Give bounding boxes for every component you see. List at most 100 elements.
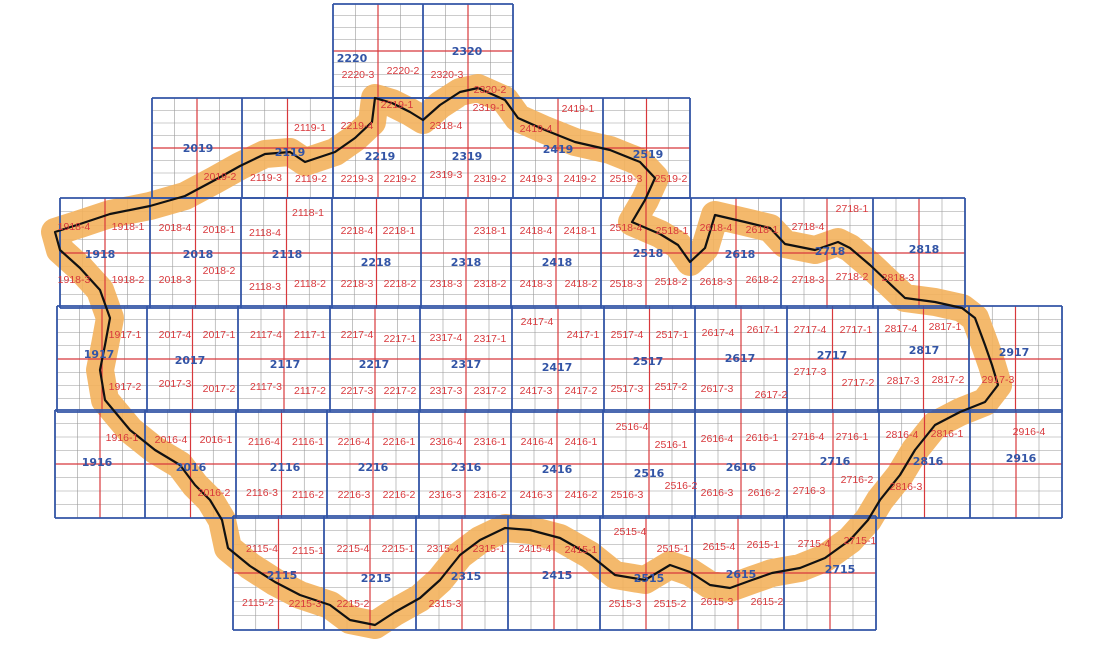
quadrant-label-2419-2: 2419-2: [564, 173, 597, 185]
quadrant-label-2218-2: 2218-2: [384, 278, 417, 290]
quadrant-label-2616-3: 2616-3: [701, 487, 734, 499]
sheet-label-2320: 2320: [452, 45, 483, 58]
quadrant-label-2219-2: 2219-2: [384, 173, 417, 185]
sheet-label-2117: 2117: [270, 358, 301, 371]
quadrant-label-2115-4: 2115-4: [246, 543, 278, 555]
quadrant-label-2718-1: 2718-1: [836, 203, 869, 215]
quadrant-label-2318-3: 2318-3: [430, 278, 463, 290]
sheet-label-2615: 2615: [726, 568, 757, 581]
quadrant-label-2617-1: 2617-1: [747, 324, 780, 336]
sheet-label-2715: 2715: [825, 563, 856, 576]
quadrant-label-2018-2: 2018-2: [203, 265, 236, 277]
sheet-label-2016: 2016: [176, 461, 207, 474]
quadrant-label-2119-3: 2119-3: [250, 172, 282, 184]
quadrant-label-2220-2: 2220-2: [387, 65, 420, 77]
quadrant-label-2215-2: 2215-2: [337, 598, 370, 610]
quadrant-label-2517-4: 2517-4: [611, 329, 644, 341]
quadrant-label-2816-4: 2816-4: [886, 429, 919, 441]
quadrant-label-2219-1: 2219-1: [381, 99, 414, 111]
quadrant-label-2817-1: 2817-1: [929, 321, 962, 333]
quadrant-label-2618-2: 2618-2: [746, 274, 779, 286]
sheet-label-2118: 2118: [272, 248, 303, 261]
sheet-label-2119: 2119: [275, 146, 306, 159]
quadrant-label-2017-3: 2017-3: [159, 378, 192, 390]
quadrant-label-2617-3: 2617-3: [701, 383, 734, 395]
quadrant-label-2119-2: 2119-2: [295, 173, 327, 185]
quadrant-label-2616-2: 2616-2: [748, 487, 781, 499]
quadrant-label-2415-4: 2415-4: [519, 543, 552, 555]
quadrant-label-2220-3: 2220-3: [342, 69, 375, 81]
quadrant-label-2718-2: 2718-2: [836, 271, 869, 283]
quadrant-label-2716-4: 2716-4: [792, 431, 825, 443]
sheet-label-2518: 2518: [633, 247, 664, 260]
sheet-label-2319: 2319: [452, 150, 483, 163]
quadrant-label-2218-1: 2218-1: [383, 225, 416, 237]
quadrant-label-2419-3: 2419-3: [520, 173, 553, 185]
sheet-label-2217: 2217: [359, 358, 390, 371]
sheet-label-2318: 2318: [451, 256, 482, 269]
quadrant-label-1918-2: 1918-2: [112, 274, 145, 286]
quadrant-label-2316-1: 2316-1: [474, 436, 507, 448]
quadrant-label-2316-4: 2316-4: [430, 436, 463, 448]
sheet-label-2417: 2417: [542, 361, 573, 374]
sheet-label-2616: 2616: [726, 461, 757, 474]
quadrant-label-2118-4: 2118-4: [249, 227, 281, 239]
quadrant-label-2717-2: 2717-2: [842, 377, 875, 389]
quadrant-label-2216-2: 2216-2: [383, 489, 416, 501]
quadrant-label-2215-4: 2215-4: [337, 543, 370, 555]
quadrant-label-2317-1: 2317-1: [474, 333, 507, 345]
quadrant-label-2117-1: 2117-1: [294, 329, 326, 341]
quadrant-label-2315-3: 2315-3: [429, 598, 462, 610]
sheet-label-1918: 1918: [85, 248, 116, 261]
quadrant-label-2315-4: 2315-4: [427, 543, 460, 555]
quadrant-label-2017-1: 2017-1: [203, 329, 236, 341]
quadrant-label-2217-1: 2217-1: [384, 333, 417, 345]
quadrant-label-2316-3: 2316-3: [429, 489, 462, 501]
quadrant-label-2517-1: 2517-1: [656, 329, 689, 341]
quadrant-label-2519-3: 2519-3: [610, 173, 643, 185]
quadrant-label-2718-3: 2718-3: [792, 274, 825, 286]
sheet-label-2218: 2218: [361, 256, 392, 269]
quadrant-label-2316-2: 2316-2: [474, 489, 507, 501]
quadrant-label-2618-1: 2618-1: [746, 224, 779, 236]
quadrant-label-2718-4: 2718-4: [792, 221, 825, 233]
quadrant-label-2115-2: 2115-2: [242, 597, 274, 609]
quadrant-label-2515-4: 2515-4: [614, 526, 647, 538]
quadrant-label-2215-1: 2215-1: [382, 543, 415, 555]
quadrant-label-2018-1: 2018-1: [203, 224, 236, 236]
quadrant-label-2418-4: 2418-4: [520, 225, 553, 237]
quadrant-label-2617-2: 2617-2: [755, 389, 788, 401]
sheet-label-2215: 2215: [361, 572, 392, 585]
quadrant-label-2516-4: 2516-4: [616, 421, 649, 433]
quadrant-label-2618-4: 2618-4: [700, 222, 733, 234]
quadrant-label-2419-1: 2419-1: [562, 103, 595, 115]
sheet-label-2416: 2416: [542, 463, 573, 476]
quadrant-label-2219-3: 2219-3: [341, 173, 374, 185]
sheet-label-2817: 2817: [909, 344, 940, 357]
quadrant-label-2416-3: 2416-3: [520, 489, 553, 501]
quadrant-label-2118-2: 2118-2: [294, 278, 326, 290]
quadrant-label-2518-1: 2518-1: [656, 225, 689, 237]
quadrant-label-2518-2: 2518-2: [655, 276, 688, 288]
quadrant-label-2317-4: 2317-4: [430, 332, 463, 344]
quadrant-label-2515-3: 2515-3: [609, 598, 642, 610]
quadrant-label-1918-1: 1918-1: [112, 221, 145, 233]
sheet-label-2718: 2718: [815, 245, 846, 258]
quadrant-label-2416-2: 2416-2: [565, 489, 598, 501]
sheet-label-2515: 2515: [634, 572, 665, 585]
quadrant-label-2816-3: 2816-3: [890, 481, 923, 493]
quadrant-label-2716-1: 2716-1: [836, 431, 869, 443]
quadrant-label-2818-3: 2818-3: [882, 272, 915, 284]
quadrant-label-2917-3: 2917-3: [982, 374, 1015, 386]
quadrant-label-2219-4: 2219-4: [341, 120, 374, 132]
quadrant-label-2518-3: 2518-3: [610, 278, 643, 290]
quadrant-label-2320-3: 2320-3: [431, 69, 464, 81]
quadrant-label-2016-1: 2016-1: [200, 434, 233, 446]
quadrant-label-2216-3: 2216-3: [338, 489, 371, 501]
sheet-label-2115: 2115: [267, 569, 298, 582]
quadrant-label-2916-4: 2916-4: [1013, 426, 1046, 438]
quadrant-label-2615-2: 2615-2: [751, 596, 784, 608]
quadrant-label-2217-4: 2217-4: [341, 329, 374, 341]
